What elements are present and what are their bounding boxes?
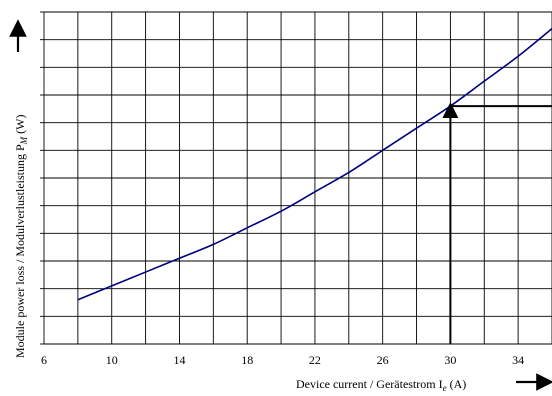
series-line xyxy=(77,27,552,301)
x-tick-label: 10 xyxy=(106,353,118,367)
x-tick-label: 14 xyxy=(173,353,185,367)
annotation xyxy=(442,102,552,344)
x-axis-label: Device current / Gerätestrom Ie (A) xyxy=(296,377,466,393)
x-tick-label: 22 xyxy=(309,353,321,367)
x-tick-label: 6 xyxy=(41,353,47,367)
series-layer xyxy=(77,27,552,301)
x-tick-label: 30 xyxy=(444,353,456,367)
x-tick-label: 18 xyxy=(241,353,253,367)
x-tick-label: 26 xyxy=(377,353,389,367)
y-axis-label: Module power loss / Modulverlustleistung… xyxy=(13,115,29,359)
grid xyxy=(40,11,552,345)
x-tick-label: 34 xyxy=(512,353,524,367)
x-tick-labels: 6 10 14 18 22 26 30 34 xyxy=(41,353,524,367)
